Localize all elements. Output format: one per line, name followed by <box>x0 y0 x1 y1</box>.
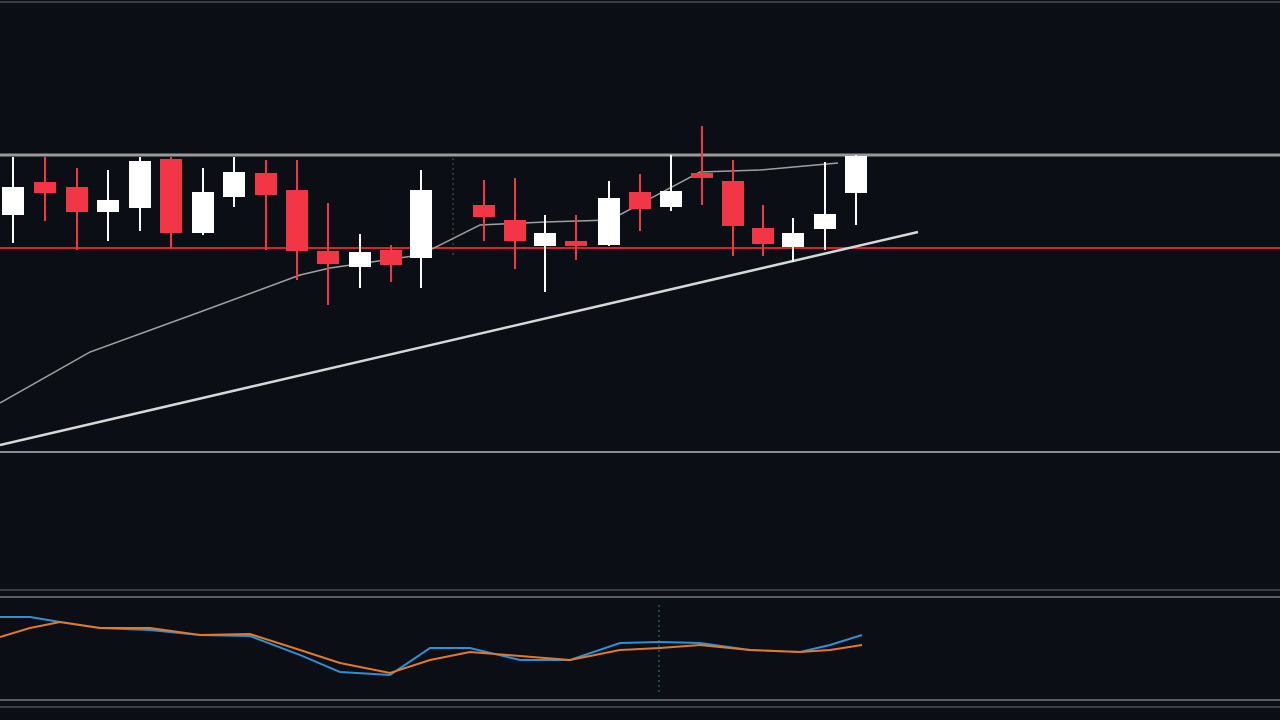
candle-body <box>782 233 804 247</box>
candle-body <box>598 198 620 245</box>
candle-body <box>97 200 119 212</box>
candle-body <box>722 181 744 226</box>
candle-body <box>160 159 182 233</box>
candle-body <box>223 172 245 197</box>
candle-body <box>66 187 88 212</box>
candle-body <box>255 173 277 195</box>
candle-body <box>349 252 371 267</box>
candle-body <box>814 214 836 229</box>
candle-body <box>410 190 432 258</box>
candle-body <box>752 228 774 244</box>
candle-body <box>534 233 556 246</box>
candle-body <box>845 156 867 193</box>
oscillator-line <box>0 620 863 675</box>
candle-body <box>192 192 214 233</box>
candle-body <box>380 250 402 265</box>
candle-body <box>34 182 56 193</box>
candle-body <box>317 251 339 264</box>
candle-body <box>660 191 682 207</box>
candle-body <box>565 241 587 246</box>
moving-average <box>0 162 839 404</box>
trend-line <box>0 230 919 447</box>
candle-body <box>2 187 24 215</box>
candle-body <box>504 220 526 241</box>
candle-body <box>691 173 713 178</box>
candle-body <box>473 205 495 217</box>
candle-body <box>286 190 308 251</box>
candle-body <box>129 161 151 208</box>
candle-body <box>629 192 651 209</box>
